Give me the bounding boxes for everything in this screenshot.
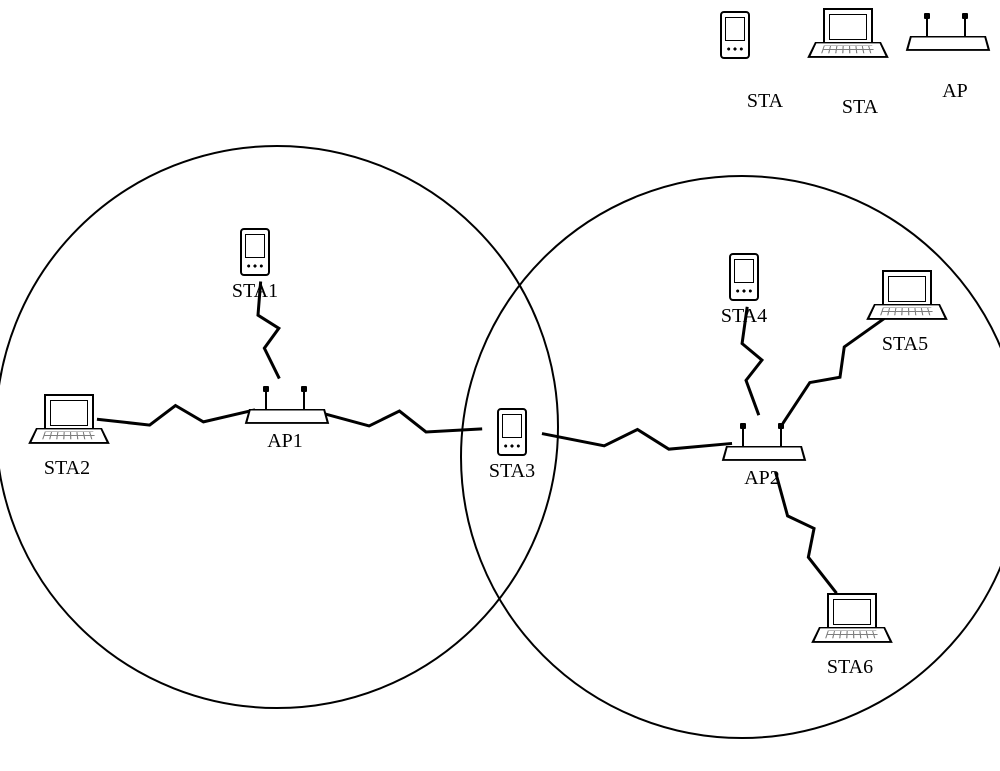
pda-icon <box>729 253 759 301</box>
node-sta3 <box>497 408 527 456</box>
label-sta2: STA2 <box>44 457 90 480</box>
pda-icon <box>497 408 527 456</box>
label-sta1: STA1 <box>232 280 278 303</box>
node-sta6 <box>819 593 881 647</box>
laptop-icon <box>815 8 877 62</box>
node-sta2 <box>36 394 98 448</box>
label-ap1: AP1 <box>267 430 303 453</box>
node-sta5 <box>874 270 936 324</box>
pda-icon <box>240 228 270 276</box>
wireless-link <box>542 430 732 450</box>
laptop-icon <box>819 593 881 647</box>
node-sta1 <box>240 228 270 276</box>
wireless-link <box>783 319 884 424</box>
label-sta5: STA5 <box>882 333 928 356</box>
legend-label: STA <box>720 90 810 113</box>
legend-label: STA <box>815 96 905 119</box>
label-sta4: STA4 <box>721 305 767 328</box>
wireless-link <box>97 406 255 426</box>
ap-icon <box>910 16 982 54</box>
legend-label: AP <box>910 80 1000 103</box>
legend-item-pda: STA <box>720 10 810 81</box>
label-sta3: STA3 <box>489 460 535 483</box>
pda-icon <box>720 11 750 59</box>
laptop-icon <box>36 394 98 448</box>
node-ap1 <box>249 389 321 427</box>
legend-item-laptop: STA <box>815 10 905 87</box>
node-ap2 <box>726 426 798 464</box>
legend-item-ap: AP <box>910 10 1000 71</box>
wireless-link <box>315 411 482 432</box>
label-ap2: AP2 <box>744 467 780 490</box>
label-sta6: STA6 <box>827 656 873 679</box>
ap-icon <box>249 389 321 427</box>
ap-icon <box>726 426 798 464</box>
node-sta4 <box>729 253 759 301</box>
wireless-link <box>775 472 836 593</box>
laptop-icon <box>874 270 936 324</box>
